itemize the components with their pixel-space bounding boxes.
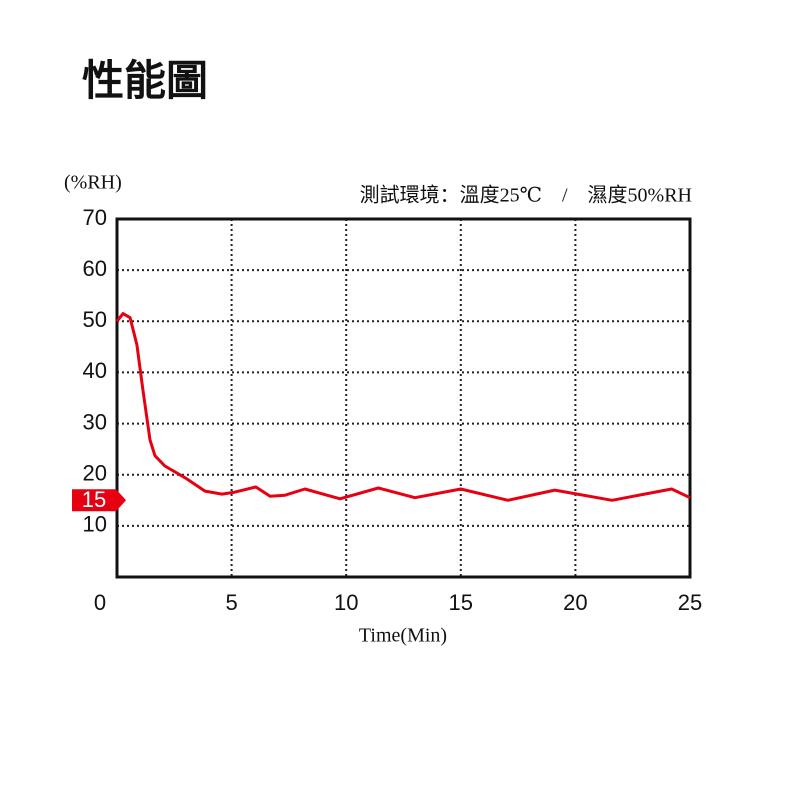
plot-frame	[115, 217, 692, 579]
y-tick-label: 70	[83, 205, 107, 230]
y-tick-label: 10	[83, 512, 107, 537]
x-tick-label: 0	[94, 590, 106, 615]
y-tick-label: 60	[83, 256, 107, 281]
x-label: Time(Min)	[359, 625, 447, 647]
x-tick-label: 10	[334, 590, 358, 615]
x-tick-label: 20	[563, 590, 587, 615]
data-line	[115, 312, 691, 502]
marker-flag	[72, 489, 126, 512]
y-tick-label: 40	[83, 358, 107, 383]
y-tick-label: 50	[83, 307, 107, 332]
y-tick-label: 30	[83, 409, 107, 434]
y-tick-label: 20	[83, 461, 107, 486]
marker-label: 15	[82, 487, 106, 512]
x-tick-label: 15	[449, 590, 473, 615]
y-unit: (%RH)	[64, 172, 122, 194]
x-tick-label: 25	[678, 590, 702, 615]
x-tick-label: 5	[225, 590, 237, 615]
condition: 測試環境：溫度25℃ / 濕度50%RH	[360, 184, 692, 207]
chart-title: 性能圖	[82, 57, 208, 104]
